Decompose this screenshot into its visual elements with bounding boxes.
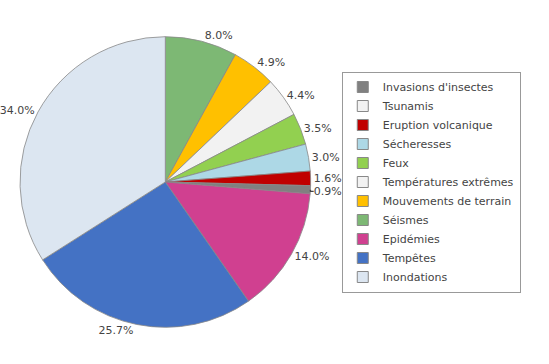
svg-text:3.0%: 3.0% <box>312 151 340 164</box>
svg-text:Feux: Feux <box>383 157 409 170</box>
svg-text:Sécheresses: Sécheresses <box>383 138 452 151</box>
svg-text:Inondations: Inondations <box>383 271 448 284</box>
svg-text:8.0%: 8.0% <box>205 29 233 42</box>
svg-text:Tsunamis: Tsunamis <box>382 100 434 113</box>
svg-text:Séismes: Séismes <box>383 214 429 227</box>
svg-text:34.0%: 34.0% <box>0 104 35 117</box>
svg-text:Tempêtes: Tempêtes <box>382 252 436 265</box>
svg-text:4.4%: 4.4% <box>287 89 315 102</box>
svg-text:Epidémies: Epidémies <box>383 233 440 246</box>
svg-text:0.9%: 0.9% <box>314 185 342 198</box>
svg-text:3.5%: 3.5% <box>304 122 332 135</box>
svg-text:Températures extrêmes: Températures extrêmes <box>382 176 514 189</box>
svg-text:4.9%: 4.9% <box>257 56 285 69</box>
svg-text:25.7%: 25.7% <box>99 324 134 337</box>
svg-text:14.0%: 14.0% <box>295 250 330 263</box>
svg-text:Eruption volcanique: Eruption volcanique <box>383 119 493 132</box>
svg-text:Invasions d'insectes: Invasions d'insectes <box>383 81 494 94</box>
svg-text:Mouvements de terrain: Mouvements de terrain <box>383 195 511 208</box>
svg-text:1.6%: 1.6% <box>314 172 342 185</box>
